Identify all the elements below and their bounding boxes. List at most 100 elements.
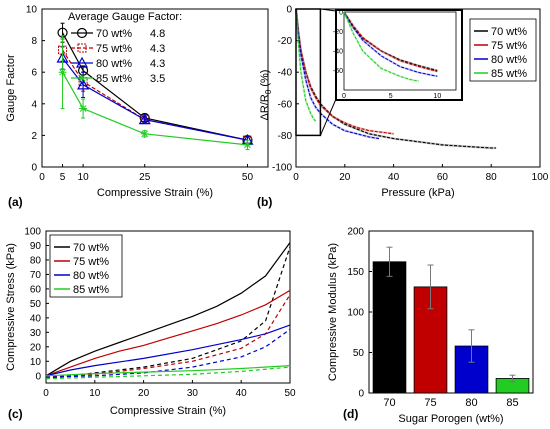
panel-a-legend: Average Gauge Factor: 70 wt% 4.8 75 wt% 4.3… <box>68 11 182 85</box>
panel-b-legend-box <box>469 18 537 82</box>
panel-d-y-tick-label: 50 <box>353 348 365 359</box>
panel-c-unloading-line-85 <box>45 366 291 380</box>
panel-b-y-axis-label: ΔR/R0 (%) <box>259 70 273 121</box>
panel-a-legend-marker <box>76 27 88 39</box>
panel-c-x-tick-label: 10 <box>89 388 101 399</box>
panel-a-label: (a) <box>8 195 23 209</box>
panel-c-y-tick-label: 30 <box>30 328 42 339</box>
panel-a-x-axis-label: Compressive Strain (%) <box>97 187 213 199</box>
panel-b-x-tick-label: 60 <box>437 172 449 183</box>
panel-a-x-tick-label: 0 <box>39 172 45 183</box>
panel-c-x-tick-label: 0 <box>43 388 49 399</box>
panel-a-y-tick-label: 10 <box>26 5 38 16</box>
panel-c-y-axis-label: Compressive Stress (kPa) <box>5 243 17 371</box>
panel-a-legend-label: 80 wt% <box>96 58 132 70</box>
panel-a-data-point <box>79 104 88 113</box>
panel-b-y-tick-label: 0 <box>286 5 292 16</box>
panel-a-legend-value: 4.3 <box>150 58 165 70</box>
panel-a-y-tick-label: 6 <box>31 68 37 79</box>
panel-a-legend-value: 3.5 <box>150 73 165 85</box>
panel-c-legend-label: 75 wt% <box>73 256 109 268</box>
panel-b-legend-label: 85 wt% <box>491 68 527 80</box>
panel-b-x-tick-label: 80 <box>486 172 498 183</box>
panel-c-x-axis-label: Compressive Strain (%) <box>110 405 226 417</box>
panel-b-inset-y-tick-label: -40 <box>333 49 343 56</box>
panel-c-stress-strain-chart: 0 10 20 30 40 50 0 10 20 30 40 50 60 70 80 90 100 Compre… <box>5 227 296 422</box>
panel-c-y-tick-label: 0 <box>35 371 41 382</box>
panel-b-y-axis-label-main: ΔR/R <box>259 94 271 120</box>
panel-b-x-tick-label: 100 <box>532 172 549 183</box>
panel-a-axes: 0 5 10 25 50 0 2 4 6 8 10 <box>26 5 254 184</box>
panel-b-y-tick-label: -80 <box>278 131 293 142</box>
panel-a-legend-label: 85 wt% <box>96 73 132 85</box>
panel-b-inset-y-tick-label: 0 <box>339 10 343 17</box>
panel-b-series-line <box>295 8 497 149</box>
panel-d-x-tick-label: 75 <box>424 397 436 409</box>
panel-a-series-line <box>61 32 248 141</box>
panel-a-legend-label: 70 wt% <box>96 28 132 40</box>
panel-d-label: (d) <box>343 407 358 421</box>
panel-d-bars <box>372 246 530 394</box>
panel-c-y-tick-label: 50 <box>30 299 42 310</box>
panel-a-x-tick-label: 10 <box>78 172 90 183</box>
panel-c-y-tick-label: 60 <box>30 284 42 295</box>
panel-b-legend-label: 70 wt% <box>491 26 527 38</box>
panel-c-x-tick-label: 30 <box>187 388 199 399</box>
panel-d-y-tick-label: 200 <box>347 227 364 238</box>
panel-a-legend-title: Average Gauge Factor: <box>68 11 182 23</box>
panel-b-inset-series-line <box>343 11 419 82</box>
panel-b-inset-x-tick-label: 5 <box>389 93 393 100</box>
panel-b-zoom-connector <box>320 8 337 12</box>
panel-a-data-point <box>138 113 151 125</box>
panel-d-x-tick-label: 70 <box>383 397 395 409</box>
panel-a-data-point <box>58 68 67 77</box>
panel-d-y-tick-label: 0 <box>358 389 364 400</box>
panel-b-zoom-connector <box>319 98 337 136</box>
panel-c-legend-box <box>49 234 123 298</box>
panel-b-zoom-box <box>295 8 322 137</box>
panel-b-inset: 0 5 10 0 -20 -40 -60 <box>319 8 463 136</box>
panel-c-axes: 0 10 20 30 40 50 0 10 20 30 40 50 60 70 80 90 100 <box>24 227 296 400</box>
panel-c-x-tick-label: 50 <box>284 388 296 399</box>
panel-d-x-tick-label: 85 <box>506 397 518 409</box>
panel-a-x-tick-label: 50 <box>242 172 254 183</box>
panel-a-x-tick-label: 5 <box>60 172 66 183</box>
panel-b-series-line <box>295 8 380 140</box>
panel-d-modulus-bar-chart: 0 50 100 150 200 70 75 80 85 Compressive Modulus… <box>327 227 534 425</box>
panel-a-y-axis-label: Gauge Factor <box>5 54 17 122</box>
panel-b-label: (b) <box>257 195 272 209</box>
panel-a-y-tick-label: 8 <box>31 36 37 47</box>
panel-c-y-tick-label: 40 <box>30 313 42 324</box>
panel-b-x-axis-label: Pressure (kPa) <box>381 187 454 199</box>
panel-b-y-tick-label: -100 <box>272 163 292 174</box>
panel-d-axes: 0 50 100 150 200 70 75 80 85 <box>347 227 518 410</box>
panel-a-legend-marker <box>77 43 87 53</box>
panel-d-y-tick-label: 100 <box>347 308 364 319</box>
panel-c-loading-line-80 <box>45 324 291 377</box>
panel-b-x-tick-label: 20 <box>339 172 351 183</box>
panel-b-inset-y-tick-label: -20 <box>333 29 343 36</box>
panel-a-legend-value: 4.3 <box>150 43 165 55</box>
panel-d-x-axis-label: Sugar Porogen (wt%) <box>398 413 503 425</box>
panel-b-y-axis-label-unit: (%) <box>259 70 271 90</box>
panel-a-series-line <box>61 71 248 146</box>
panel-c-y-tick-label: 90 <box>30 241 42 252</box>
panel-b-y-tick-label: -60 <box>278 99 293 110</box>
panel-b-inset-x-tick-label: 0 <box>342 93 346 100</box>
panel-b-inset-plot-area <box>343 11 457 91</box>
panel-c-legend-label: 70 wt% <box>73 242 109 254</box>
panel-d-y-axis-label: Compressive Modulus (kPa) <box>327 243 339 381</box>
panel-c-series <box>45 242 291 380</box>
panel-c-loading-line-85 <box>45 365 291 377</box>
panel-a-y-tick-label: 2 <box>31 131 37 142</box>
panel-c-plot-area <box>45 230 291 384</box>
panel-b-y-tick-label: -40 <box>278 68 293 79</box>
panel-a-legend-marker <box>75 56 89 68</box>
panel-c-legend: 70 wt% 75 wt% 80 wt% 85 wt% <box>49 234 123 298</box>
panel-c-y-tick-label: 20 <box>30 342 42 353</box>
panel-c-loading-line-75 <box>45 289 291 377</box>
panel-a-legend-value: 4.8 <box>150 28 165 40</box>
panel-a-legend-label: 75 wt% <box>96 43 132 55</box>
